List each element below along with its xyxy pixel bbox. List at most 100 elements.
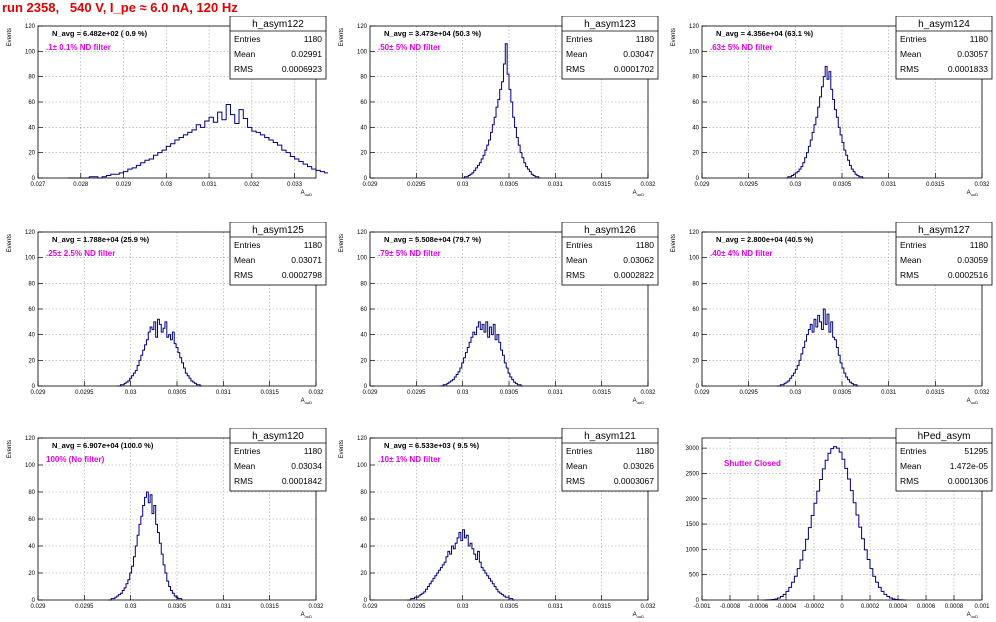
y-tick-label: 60	[28, 100, 35, 106]
histogram-svg: 0.027 0.028 0.029 0.03 0.031 0.032 0.033 0 20 40 6…	[7, 16, 328, 196]
x-tick-label: 0.0305	[168, 604, 187, 610]
x-axis-label-subscript: uuD	[971, 192, 978, 196]
stats-label: Entries	[234, 34, 260, 44]
histogram-outline	[107, 491, 184, 601]
x-tick-label: 0.033	[287, 182, 303, 188]
filter-annotation: .25± 2.5% ND filter	[46, 249, 115, 258]
y-tick-label: 100	[357, 49, 368, 55]
stats-value: 0.0003067	[614, 476, 654, 486]
x-tick-label: 0.0295	[407, 182, 426, 188]
y-axis-label: Events	[7, 28, 13, 46]
histogram-panel-h-asym127: 0.029 0.0295 0.03 0.0305 0.031 0.0315 0.032 0 20…	[664, 222, 994, 404]
stats-label: Mean	[234, 461, 256, 471]
x-tick-label: 0.0315	[592, 390, 611, 396]
x-tick-label: 0.029	[694, 390, 710, 396]
stats-value: 0.0002798	[282, 270, 322, 280]
stats-label: Mean	[566, 255, 588, 265]
stats-label: Mean	[566, 49, 588, 59]
histogram-panel-h-asym124: 0.029 0.0295 0.03 0.0305 0.031 0.0315 0.032 0 20…	[664, 16, 994, 196]
y-tick-label: 100	[25, 49, 36, 55]
x-tick-label: 0.031	[881, 390, 897, 396]
navg-label: N_avg = 6.533e+03 ( 9.5 %)	[384, 441, 480, 450]
histogram-svg: 0.029 0.0295 0.03 0.0305 0.031 0.0315 0.032 0 20…	[339, 222, 659, 404]
y-tick-label: 120	[357, 24, 368, 30]
y-tick-label: 80	[28, 490, 35, 496]
stats-value: 0.0002822	[614, 270, 654, 280]
stats-box	[561, 222, 659, 286]
y-tick-label: 40	[360, 333, 367, 339]
filter-annotation: .63± 5% ND filter	[710, 43, 773, 52]
x-tick-label: 0.031	[548, 390, 564, 396]
stats-value: 1180	[304, 34, 323, 44]
x-tick-label: 0.03	[789, 390, 801, 396]
x-axis-label-subscript: uuD	[971, 400, 978, 404]
x-tick-label: 0.0295	[75, 390, 94, 396]
y-tick-label: 1500	[686, 522, 700, 528]
x-tick-label: 0.0315	[592, 182, 611, 188]
x-tick-label: 0.03	[457, 182, 469, 188]
filter-annotation: .40± 4% ND filter	[710, 249, 773, 258]
stats-value: 1180	[636, 446, 655, 456]
histogram-outline	[786, 66, 865, 179]
plot-frame	[369, 231, 649, 387]
x-tick-label: 0.0305	[500, 390, 519, 396]
navg-label: N_avg = 5.508e+04 (79.7 %)	[384, 235, 482, 244]
x-tick-label: 0.032	[640, 604, 656, 610]
stats-label: Entries	[900, 446, 926, 456]
navg-label: N_avg = 6.907e+04 (100.0 %)	[52, 441, 154, 450]
x-tick-label: 0.0315	[926, 182, 945, 188]
x-tick-label: 0.0004	[889, 604, 908, 610]
x-axis-label-subscript: uuD	[305, 192, 312, 196]
stats-value: 0.03026	[623, 461, 654, 471]
stats-value: 0.0001702	[614, 64, 654, 74]
x-tick-label: 0.029	[362, 182, 378, 188]
histogram-outline	[407, 529, 515, 601]
histogram-panel-h-asym120: 0.029 0.0295 0.03 0.0305 0.031 0.0315 0.032 0 20…	[0, 428, 328, 618]
x-tick-label: 0.001	[974, 604, 990, 610]
stats-value: 0.03071	[291, 255, 322, 265]
plot-frame	[37, 231, 317, 387]
x-tick-label: 0.032	[640, 182, 656, 188]
stats-box	[561, 428, 659, 492]
x-axis-label-subscript: uuD	[305, 614, 312, 618]
y-tick-label: 120	[689, 230, 700, 236]
y-tick-label: 80	[360, 490, 367, 496]
y-tick-label: 20	[360, 151, 367, 157]
stats-title: h_asym124	[918, 19, 970, 30]
filter-annotation: 100% (No filter)	[46, 455, 105, 464]
stats-label: Mean	[900, 255, 922, 265]
y-tick-label: 1000	[686, 547, 700, 553]
y-tick-label: 0	[364, 384, 368, 390]
x-tick-label: 0.032	[974, 390, 990, 396]
stats-title: h_asym122	[252, 19, 304, 30]
histogram-svg: -0.001 -0.0008 -0.0006 -0.0004 -0.0002 0 0.000…	[686, 428, 993, 618]
run-title: run 2358, 540 V, I_pe ≈ 6.0 nA, 120 Hz	[2, 0, 238, 15]
x-tick-label: 0.031	[202, 182, 218, 188]
stats-value: 51295	[964, 446, 988, 456]
x-tick-label: 0.0305	[500, 182, 519, 188]
x-tick-label: 0.0295	[739, 390, 758, 396]
x-tick-label: 0.0295	[407, 604, 426, 610]
x-axis-label-subscript: uuD	[637, 192, 644, 196]
x-tick-label: 0.03	[457, 390, 469, 396]
stats-value: 1180	[636, 34, 655, 44]
histogram-panel-h-asym123: 0.029 0.0295 0.03 0.0305 0.031 0.0315 0.032 0 20…	[332, 16, 660, 196]
x-tick-label: 0.0315	[260, 604, 279, 610]
plot-frame	[37, 25, 317, 179]
x-tick-label: -0.001	[693, 604, 711, 610]
x-tick-label: 0.0305	[833, 390, 852, 396]
x-tick-label: 0.027	[30, 182, 46, 188]
histogram-panel-h-asym126: 0.029 0.0295 0.03 0.0305 0.031 0.0315 0.032 0 20…	[332, 222, 660, 404]
stats-label: RMS	[566, 64, 585, 74]
y-tick-label: 40	[28, 125, 35, 131]
stats-label: Entries	[900, 34, 926, 44]
stats-title: h_asym126	[584, 225, 636, 236]
histogram-svg: 0.029 0.0295 0.03 0.0305 0.031 0.0315 0.032 0 20…	[7, 222, 327, 404]
x-tick-label: 0.03	[160, 182, 172, 188]
x-tick-label: 0.0295	[75, 604, 94, 610]
y-tick-label: 80	[692, 75, 699, 81]
filter-annotation: .10± 1% ND filter	[378, 455, 441, 464]
stats-title: h_asym127	[918, 225, 970, 236]
stats-label: Entries	[234, 240, 260, 250]
plot-frame	[369, 25, 649, 179]
